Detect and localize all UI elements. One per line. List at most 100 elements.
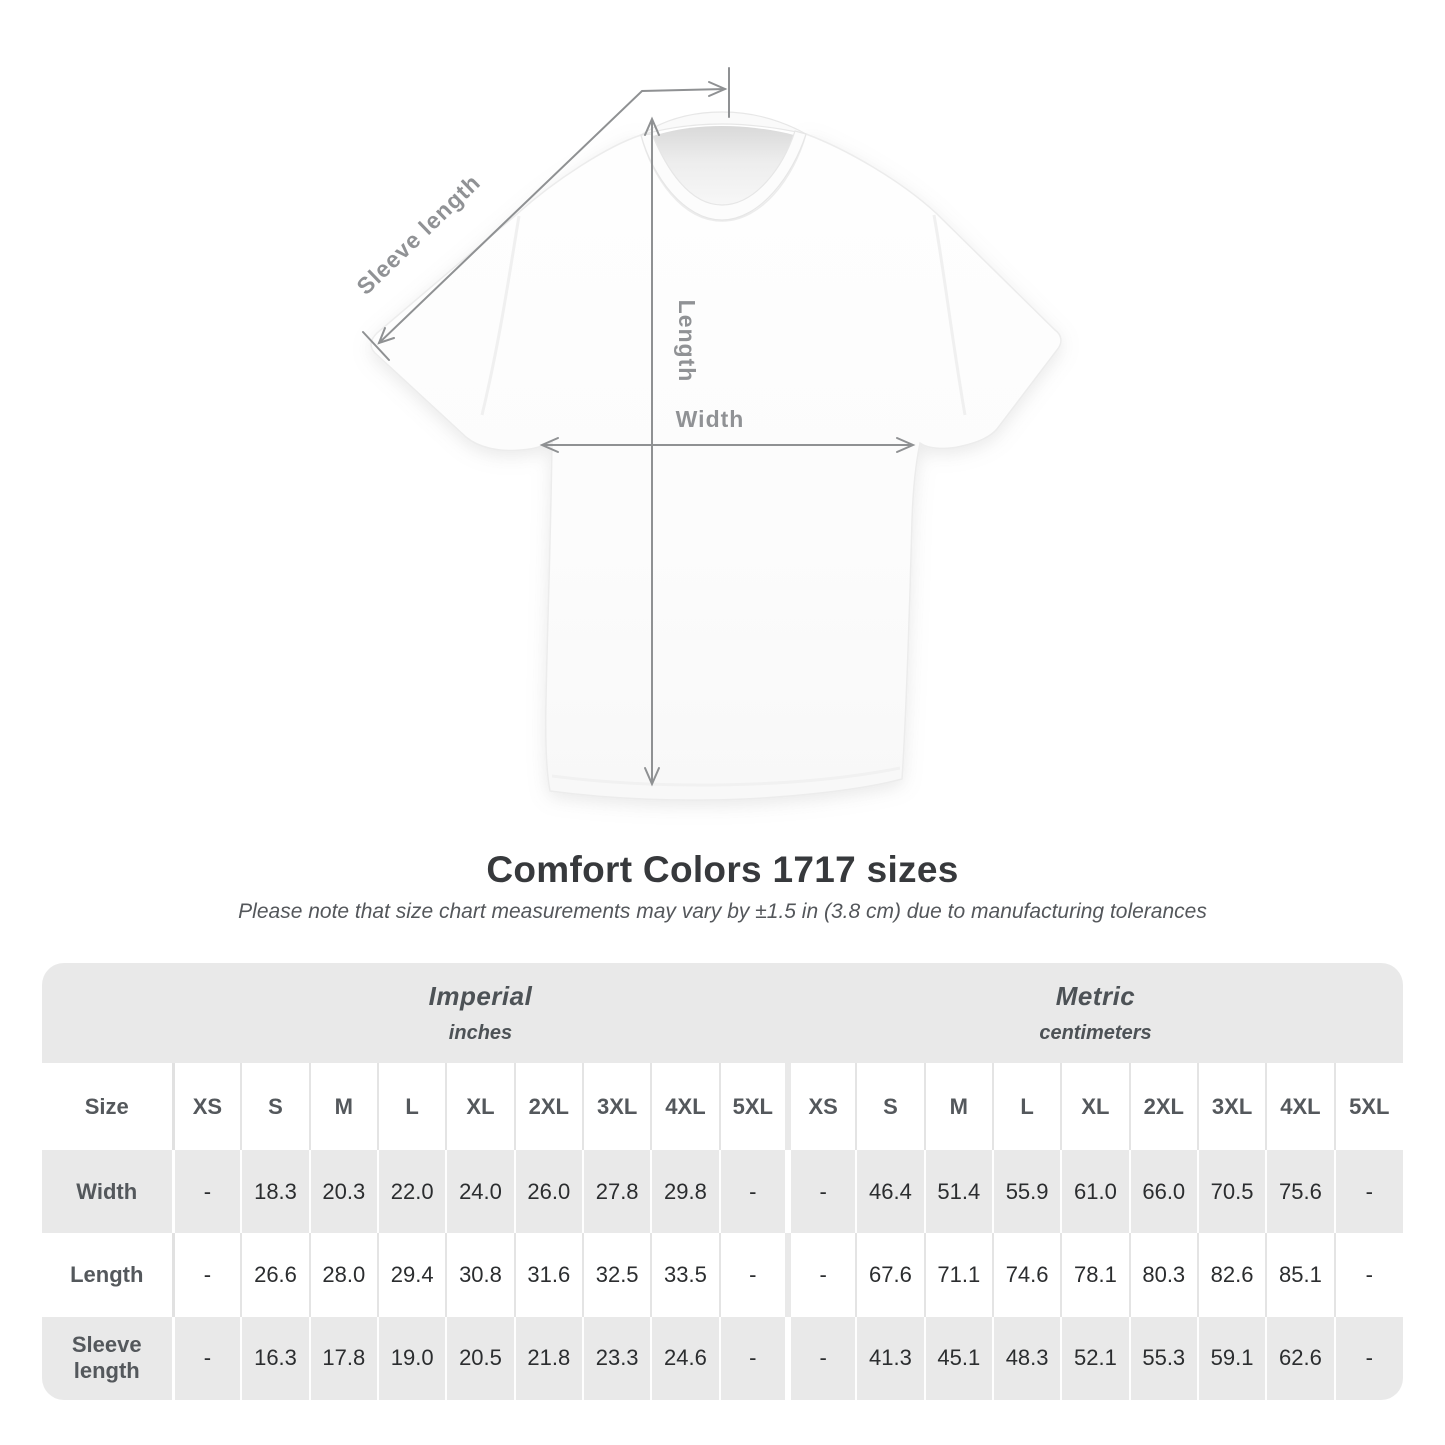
width-line <box>539 437 916 453</box>
value-cell: - <box>784 1316 857 1400</box>
value-cell: 22.0 <box>376 1150 447 1234</box>
table-corner <box>42 963 173 1063</box>
value-cell: - <box>718 1316 788 1400</box>
width-label: Width <box>676 406 745 432</box>
value-cell: 17.8 <box>308 1316 378 1400</box>
value-cell: 67.6 <box>855 1233 925 1317</box>
size-header-m: M <box>308 1063 378 1150</box>
collar <box>640 111 807 221</box>
value-cell: 29.4 <box>376 1233 447 1317</box>
size-header-4xl: 4XL <box>1265 1063 1335 1150</box>
value-cell: 21.8 <box>513 1316 583 1400</box>
size-header-s: S <box>855 1063 925 1150</box>
row-label: Sleeve length <box>71 1332 142 1384</box>
value-cell: 75.6 <box>1265 1150 1335 1234</box>
size-header-3xl: 3XL <box>581 1063 652 1150</box>
value-cell: - <box>171 1233 242 1317</box>
value-cell: 24.0 <box>445 1150 515 1234</box>
unit-group-header: Metric centimeters <box>787 963 1403 1063</box>
value-cell: 30.8 <box>445 1233 515 1317</box>
value-cell: - <box>171 1316 242 1400</box>
row-label: Length <box>70 1261 144 1287</box>
size-header-m: M <box>923 1063 993 1150</box>
value-cell: 62.6 <box>1265 1316 1335 1400</box>
value-cell: 16.3 <box>240 1316 310 1400</box>
value-cell: 45.1 <box>923 1316 993 1400</box>
table-row: Length -26.6 28.0 29.4 30.8 31.6 32.5 33.5- -67.… <box>42 1233 1403 1317</box>
tshirt-graphic <box>370 111 1062 801</box>
value-cell: 71.1 <box>923 1233 993 1317</box>
value-cell: 66.0 <box>1128 1150 1198 1234</box>
value-cell: 78.1 <box>1060 1233 1130 1317</box>
value-cell: - <box>784 1150 857 1234</box>
value-cell: 26.6 <box>240 1233 310 1317</box>
unit-group-header: Imperial inches <box>173 963 788 1063</box>
size-header-xs: XS <box>171 1063 242 1150</box>
value-cell: - <box>1333 1233 1403 1317</box>
size-header-xl: XL <box>445 1063 515 1150</box>
size-header-xs: XS <box>784 1063 857 1150</box>
value-cell: 23.3 <box>581 1316 652 1400</box>
value-cell: - <box>171 1150 242 1234</box>
value-cell: 48.3 <box>991 1316 1062 1400</box>
size-header-3xl: 3XL <box>1196 1063 1267 1150</box>
value-cell: 52.1 <box>1060 1316 1130 1400</box>
value-cell: - <box>718 1233 788 1317</box>
size-header-5xl: 5XL <box>718 1063 788 1150</box>
table-row: Width -18.3 20.3 22.0 24.0 26.0 27.8 29.8- -46.4… <box>42 1150 1403 1234</box>
value-cell: 20.5 <box>445 1316 515 1400</box>
length-label: Length <box>674 300 700 383</box>
size-header-2xl: 2XL <box>1128 1063 1198 1150</box>
size-table: Imperial inches Metric centimeters Size XS S M L… <box>42 963 1403 1400</box>
value-cell: 32.5 <box>581 1233 652 1317</box>
value-cell: 27.8 <box>581 1150 652 1234</box>
size-header-xl: XL <box>1060 1063 1130 1150</box>
value-cell: 31.6 <box>513 1233 583 1317</box>
value-cell: 18.3 <box>240 1150 310 1234</box>
row-label: Width <box>76 1178 138 1204</box>
size-header-s: S <box>240 1063 310 1150</box>
value-cell: 82.6 <box>1196 1233 1267 1317</box>
value-cell: - <box>1333 1316 1403 1400</box>
length-line <box>644 116 660 787</box>
tolerance-note: Please note that size chart measurements… <box>238 900 1207 923</box>
unit-group-name: Metric <box>1055 981 1136 1011</box>
table-row: Sleeve length -16.3 17.8 19.0 20.5 21.8 23.3 24… <box>42 1316 1403 1400</box>
value-cell: 61.0 <box>1060 1150 1130 1234</box>
value-cell: 46.4 <box>855 1150 925 1234</box>
value-cell: 29.8 <box>650 1150 720 1234</box>
unit-group-unit: centimeters <box>1039 1022 1152 1044</box>
value-cell: 55.9 <box>991 1150 1062 1234</box>
size-header-4xl: 4XL <box>650 1063 720 1150</box>
value-cell: 80.3 <box>1128 1233 1198 1317</box>
size-header-2xl: 2XL <box>513 1063 583 1150</box>
value-cell: 24.6 <box>650 1316 720 1400</box>
value-cell: 74.6 <box>991 1233 1062 1317</box>
value-cell: 33.5 <box>650 1233 720 1317</box>
value-cell: 41.3 <box>855 1316 925 1400</box>
value-cell: 51.4 <box>923 1150 993 1234</box>
value-cell: 85.1 <box>1265 1233 1335 1317</box>
value-cell: 28.0 <box>308 1233 378 1317</box>
unit-group-name: Imperial <box>428 981 533 1011</box>
tshirt-measurement-diagram: Sleeve length Length Width <box>351 67 1062 801</box>
value-cell: - <box>1333 1150 1403 1234</box>
page-title: Comfort Colors 1717 sizes <box>486 849 959 890</box>
sleeve-length-line <box>362 67 730 361</box>
value-cell: - <box>784 1233 857 1317</box>
value-cell: 26.0 <box>513 1150 583 1234</box>
value-cell: 55.3 <box>1128 1316 1198 1400</box>
value-cell: 20.3 <box>308 1150 378 1234</box>
value-cell: - <box>718 1150 788 1234</box>
size-header-l: L <box>991 1063 1062 1150</box>
size-table-container: Imperial inches Metric centimeters Size XS S M L… <box>42 963 1403 1400</box>
size-header-5xl: 5XL <box>1333 1063 1403 1150</box>
unit-header-row: Imperial inches Metric centimeters <box>42 963 1403 1063</box>
value-cell: 59.1 <box>1196 1316 1267 1400</box>
value-cell: 70.5 <box>1196 1150 1267 1234</box>
unit-group-unit: inches <box>448 1022 513 1044</box>
size-header-row: Size XS S M L XL 2XL 3XL 4XL 5XL XS S M L XL 2XL 3XL 4XL 5… <box>42 1063 1403 1150</box>
size-header-l: L <box>376 1063 447 1150</box>
value-cell: 19.0 <box>376 1316 447 1400</box>
